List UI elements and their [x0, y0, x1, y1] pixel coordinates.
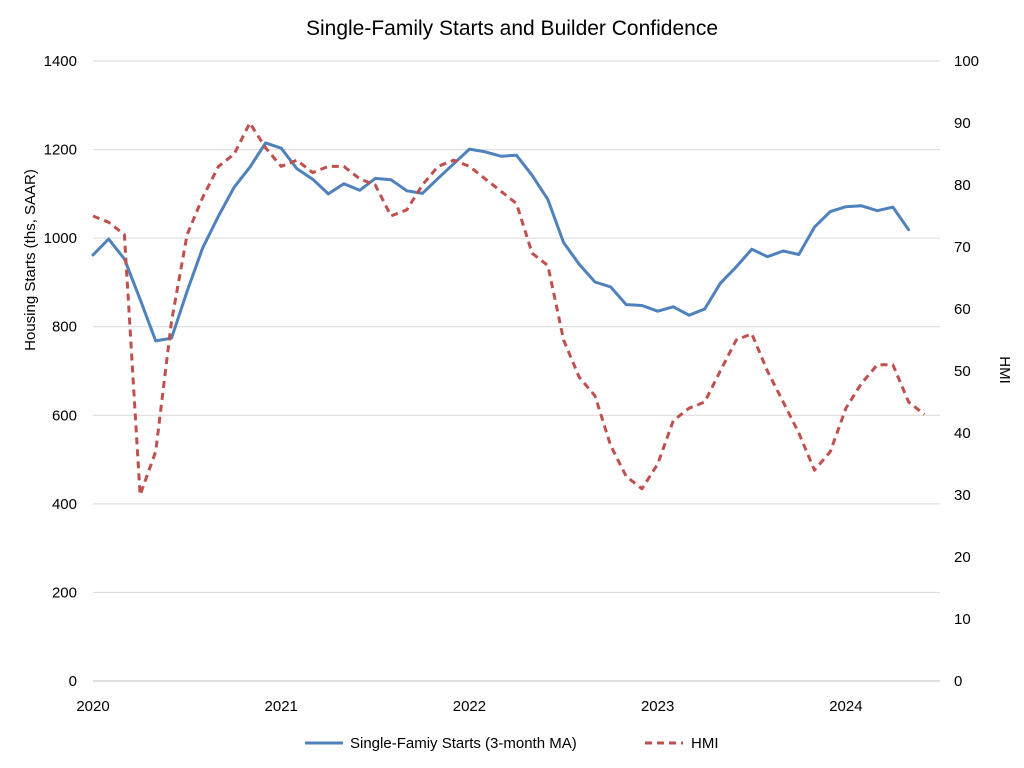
- y2-tick-label: 30: [954, 487, 971, 504]
- y2-tick-label: 80: [954, 177, 971, 194]
- y-tick-label: 1400: [44, 53, 77, 70]
- y-tick-label: 800: [52, 319, 77, 336]
- y2-tick-label: 50: [954, 363, 971, 380]
- x-axis-ticks: 2020 2021 2022 2023 2024: [76, 698, 862, 715]
- y-tick-label: 0: [69, 673, 77, 690]
- y2-tick-label: 40: [954, 425, 971, 442]
- x-tick-label: 2022: [453, 698, 486, 715]
- y2-tick-label: 100: [954, 53, 979, 70]
- x-tick-label: 2024: [829, 698, 862, 715]
- y2-tick-label: 0: [954, 673, 962, 690]
- y-tick-label: 1000: [44, 230, 77, 247]
- x-tick-label: 2021: [265, 698, 298, 715]
- y-axis-right-title: HMI: [996, 356, 1013, 384]
- y2-tick-label: 20: [954, 549, 971, 566]
- y-axis-right-ticks: 0 10 20 30 40 50 60 70 80 90 100: [954, 53, 979, 690]
- series-line-hmi: [92, 121, 926, 497]
- y2-tick-label: 90: [954, 115, 971, 132]
- y-tick-label: 200: [52, 584, 77, 601]
- x-tick-label: 2020: [76, 698, 109, 715]
- y-tick-label: 1200: [44, 142, 77, 159]
- legend-label-hmi: HMI: [691, 735, 719, 752]
- y2-tick-label: 60: [954, 301, 971, 318]
- series-line-starts: [91, 141, 911, 343]
- gridlines: [93, 60, 940, 593]
- y-axis-left-title: Housing Starts (ths, SAAR): [22, 169, 39, 351]
- y-tick-label: 600: [52, 407, 77, 424]
- y-tick-label: 400: [52, 496, 77, 513]
- chart-title: Single-Family Starts and Builder Confide…: [306, 17, 718, 40]
- y2-tick-label: 70: [954, 239, 971, 256]
- legend-label-starts: Single-Famiy Starts (3-month MA): [350, 735, 577, 752]
- y2-tick-label: 10: [954, 611, 971, 628]
- series-lines: [91, 121, 926, 497]
- x-tick-label: 2023: [641, 698, 674, 715]
- y-axis-left-ticks: 0 200 400 600 800 1000 1200 1400: [44, 53, 77, 690]
- legend: Single-Famiy Starts (3-month MA) HMI: [305, 735, 719, 752]
